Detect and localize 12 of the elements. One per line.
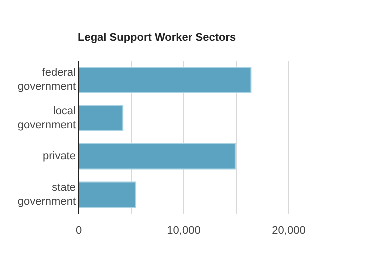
bar bbox=[78, 67, 252, 94]
bar bbox=[78, 105, 124, 132]
y-tick-label: local government bbox=[18, 105, 76, 132]
y-tick-label: state government bbox=[18, 182, 76, 208]
y-tick-label: private bbox=[42, 150, 76, 163]
bar bbox=[78, 144, 236, 170]
x-tick-label: 20,000 bbox=[272, 225, 306, 237]
y-tick-label: federal government bbox=[18, 67, 76, 94]
bar bbox=[78, 182, 136, 208]
chart-title: Legal Support Worker Sectors bbox=[78, 32, 236, 44]
x-tick-label: 0 bbox=[76, 225, 82, 237]
x-tick-label: 10,000 bbox=[167, 225, 201, 237]
